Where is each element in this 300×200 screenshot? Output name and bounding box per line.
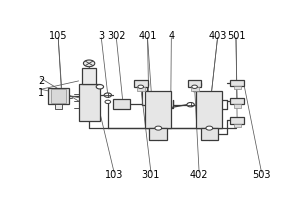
Bar <box>134 80 148 87</box>
Bar <box>79 84 100 121</box>
Text: 103: 103 <box>105 170 123 180</box>
Circle shape <box>105 100 111 104</box>
Bar <box>230 117 244 124</box>
Bar <box>191 87 199 91</box>
Circle shape <box>96 85 103 89</box>
Text: 503: 503 <box>252 170 271 180</box>
Circle shape <box>206 126 213 130</box>
Text: 4: 4 <box>168 31 174 41</box>
Text: 2: 2 <box>38 76 44 86</box>
Bar <box>200 128 218 140</box>
Text: 403: 403 <box>208 31 227 41</box>
Bar <box>145 91 171 128</box>
Text: 501: 501 <box>227 31 245 41</box>
Bar <box>113 99 130 109</box>
Text: 301: 301 <box>142 170 160 180</box>
Bar <box>234 86 241 89</box>
Bar <box>149 128 167 140</box>
Bar <box>188 80 201 87</box>
Bar <box>82 68 96 84</box>
Circle shape <box>187 103 194 107</box>
Circle shape <box>138 85 143 88</box>
Circle shape <box>104 93 112 97</box>
Bar <box>51 89 66 103</box>
Text: 401: 401 <box>138 31 157 41</box>
Bar <box>48 88 69 104</box>
Bar <box>196 91 222 128</box>
Circle shape <box>192 85 197 88</box>
Bar <box>230 80 244 86</box>
Bar <box>55 104 62 109</box>
Circle shape <box>83 60 95 67</box>
Text: 302: 302 <box>107 31 126 41</box>
Text: 3: 3 <box>98 31 104 41</box>
Bar <box>137 87 145 91</box>
Text: 105: 105 <box>49 31 68 41</box>
Text: 402: 402 <box>190 170 208 180</box>
Bar <box>230 98 244 104</box>
Bar <box>234 104 241 108</box>
Bar <box>234 124 241 127</box>
Circle shape <box>155 126 162 130</box>
Text: 1: 1 <box>38 88 44 98</box>
